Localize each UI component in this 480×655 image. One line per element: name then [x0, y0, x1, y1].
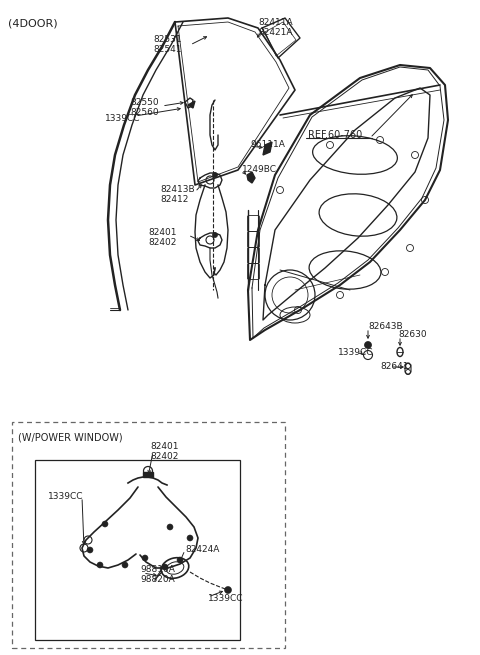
Circle shape — [122, 562, 128, 568]
Polygon shape — [143, 472, 153, 477]
Circle shape — [87, 547, 93, 553]
Bar — [35, 460, 240, 640]
Text: 82531
82541: 82531 82541 — [153, 35, 181, 54]
Text: 82401
82402: 82401 82402 — [150, 442, 179, 461]
Text: (4DOOR): (4DOOR) — [8, 18, 58, 28]
Text: (W/POWER WINDOW): (W/POWER WINDOW) — [18, 432, 122, 442]
Text: 1339CC: 1339CC — [338, 348, 373, 357]
Text: 82413B
82412: 82413B 82412 — [160, 185, 194, 204]
Text: 98810A
98820A: 98810A 98820A — [140, 565, 175, 584]
Circle shape — [177, 557, 183, 563]
Bar — [12, 422, 285, 648]
Text: 82411A
82421A: 82411A 82421A — [258, 18, 293, 37]
Circle shape — [97, 562, 103, 568]
Circle shape — [162, 564, 168, 570]
Text: REF.60-760: REF.60-760 — [308, 130, 362, 140]
Text: 82643B: 82643B — [368, 322, 403, 331]
Text: 82630: 82630 — [398, 330, 427, 339]
Circle shape — [213, 233, 217, 238]
Circle shape — [225, 586, 231, 593]
Text: 1339CC: 1339CC — [208, 594, 243, 603]
Circle shape — [364, 341, 372, 348]
Text: 1339CC: 1339CC — [105, 114, 141, 123]
Polygon shape — [263, 142, 272, 155]
Text: 1339CC: 1339CC — [48, 492, 84, 501]
Circle shape — [187, 535, 193, 541]
Circle shape — [102, 521, 108, 527]
Text: 96111A: 96111A — [250, 140, 285, 149]
Text: 1249BC: 1249BC — [242, 165, 277, 174]
Text: 82424A: 82424A — [185, 545, 219, 554]
Circle shape — [142, 555, 148, 561]
Polygon shape — [188, 101, 195, 108]
Text: 82550
82560: 82550 82560 — [130, 98, 158, 117]
Text: 82641: 82641 — [380, 362, 408, 371]
Circle shape — [167, 524, 173, 530]
Circle shape — [213, 172, 217, 178]
Text: 82401
82402: 82401 82402 — [148, 228, 177, 248]
Polygon shape — [247, 172, 255, 183]
